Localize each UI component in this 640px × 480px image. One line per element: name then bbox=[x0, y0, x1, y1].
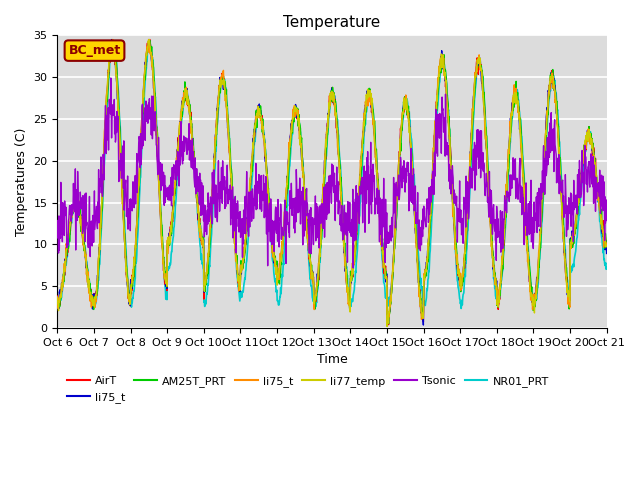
Text: BC_met: BC_met bbox=[68, 44, 120, 57]
X-axis label: Time: Time bbox=[317, 353, 348, 366]
Legend: AirT, li75_t, AM25T_PRT, li75_t, li77_temp, Tsonic, NR01_PRT: AirT, li75_t, AM25T_PRT, li75_t, li77_te… bbox=[63, 372, 553, 407]
Y-axis label: Temperatures (C): Temperatures (C) bbox=[15, 128, 28, 236]
Title: Temperature: Temperature bbox=[284, 15, 381, 30]
